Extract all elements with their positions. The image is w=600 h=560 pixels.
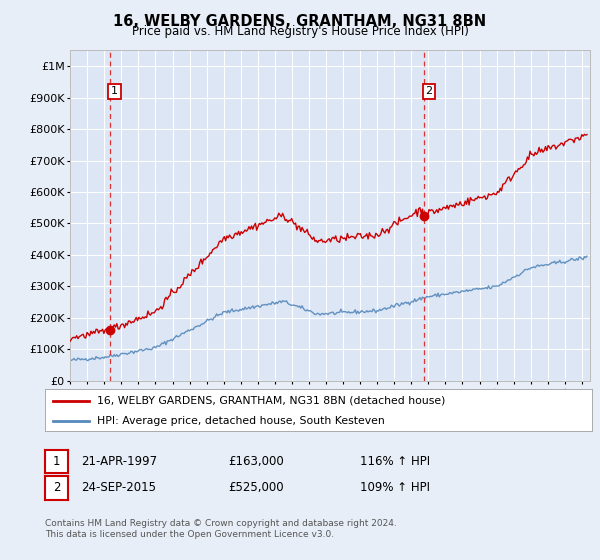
Text: This data is licensed under the Open Government Licence v3.0.: This data is licensed under the Open Gov… [45,530,334,539]
Text: 116% ↑ HPI: 116% ↑ HPI [360,455,430,468]
Text: £163,000: £163,000 [228,455,284,468]
Text: Price paid vs. HM Land Registry's House Price Index (HPI): Price paid vs. HM Land Registry's House … [131,25,469,38]
Text: £525,000: £525,000 [228,481,284,494]
Text: 1: 1 [111,86,118,96]
Text: 1: 1 [53,455,60,468]
Text: 16, WELBY GARDENS, GRANTHAM, NG31 8BN (detached house): 16, WELBY GARDENS, GRANTHAM, NG31 8BN (d… [97,396,445,406]
Text: 109% ↑ HPI: 109% ↑ HPI [360,481,430,494]
Text: HPI: Average price, detached house, South Kesteven: HPI: Average price, detached house, Sout… [97,416,385,426]
Text: 2: 2 [425,86,433,96]
Text: Contains HM Land Registry data © Crown copyright and database right 2024.: Contains HM Land Registry data © Crown c… [45,519,397,528]
Text: 16, WELBY GARDENS, GRANTHAM, NG31 8BN: 16, WELBY GARDENS, GRANTHAM, NG31 8BN [113,14,487,29]
Text: 24-SEP-2015: 24-SEP-2015 [81,481,156,494]
Text: 21-APR-1997: 21-APR-1997 [81,455,157,468]
Text: 2: 2 [53,481,60,494]
